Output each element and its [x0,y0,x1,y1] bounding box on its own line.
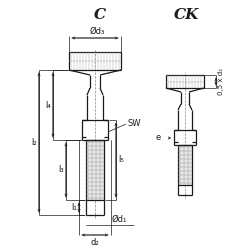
Polygon shape [86,140,104,200]
Text: Ød₃: Ød₃ [90,27,104,36]
Text: l₃: l₃ [58,166,64,174]
Text: d₂: d₂ [91,238,99,247]
Text: e: e [156,134,160,142]
Text: SW: SW [127,120,140,128]
Text: l₅: l₅ [118,156,124,164]
Text: 0,5 x d₂: 0,5 x d₂ [218,68,224,95]
Polygon shape [178,145,192,185]
Text: l₄: l₄ [45,100,51,110]
Text: l₁: l₁ [71,203,77,212]
Text: C: C [94,8,106,22]
Text: Ød₁: Ød₁ [112,215,128,224]
Text: CK: CK [174,8,200,22]
Text: l₂: l₂ [32,138,37,147]
